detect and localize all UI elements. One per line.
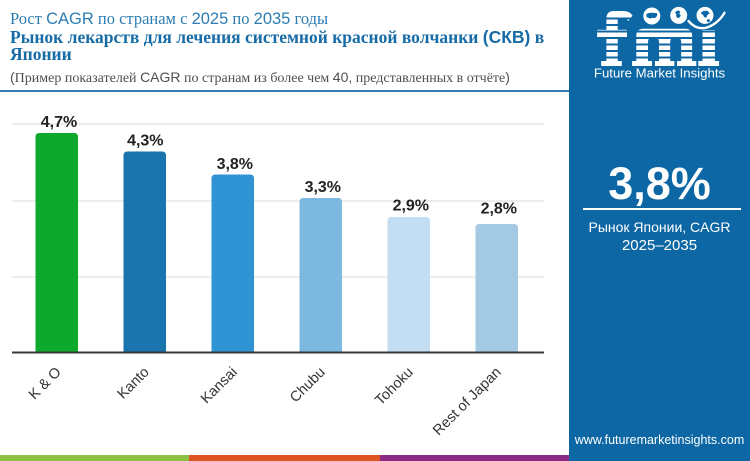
svg-text:K & O: K & O [26, 364, 65, 403]
svg-text:Rest of Japan: Rest of Japan [430, 364, 505, 439]
svg-text:3,8%: 3,8% [217, 156, 253, 173]
svg-text:4,7%: 4,7% [41, 114, 77, 131]
svg-text:2,8%: 2,8% [481, 201, 517, 218]
svg-text:2,9%: 2,9% [393, 198, 429, 215]
svg-text:3,3%: 3,3% [305, 179, 341, 196]
svg-text:Kanto: Kanto [115, 364, 153, 402]
svg-text:Tohoku: Tohoku [372, 364, 416, 408]
svg-text:4,3%: 4,3% [127, 132, 163, 149]
svg-text:Kansai: Kansai [198, 364, 241, 407]
svg-text:Future Market Insights: Future Market Insights [594, 66, 726, 81]
svg-text:Chubu: Chubu [287, 364, 329, 406]
